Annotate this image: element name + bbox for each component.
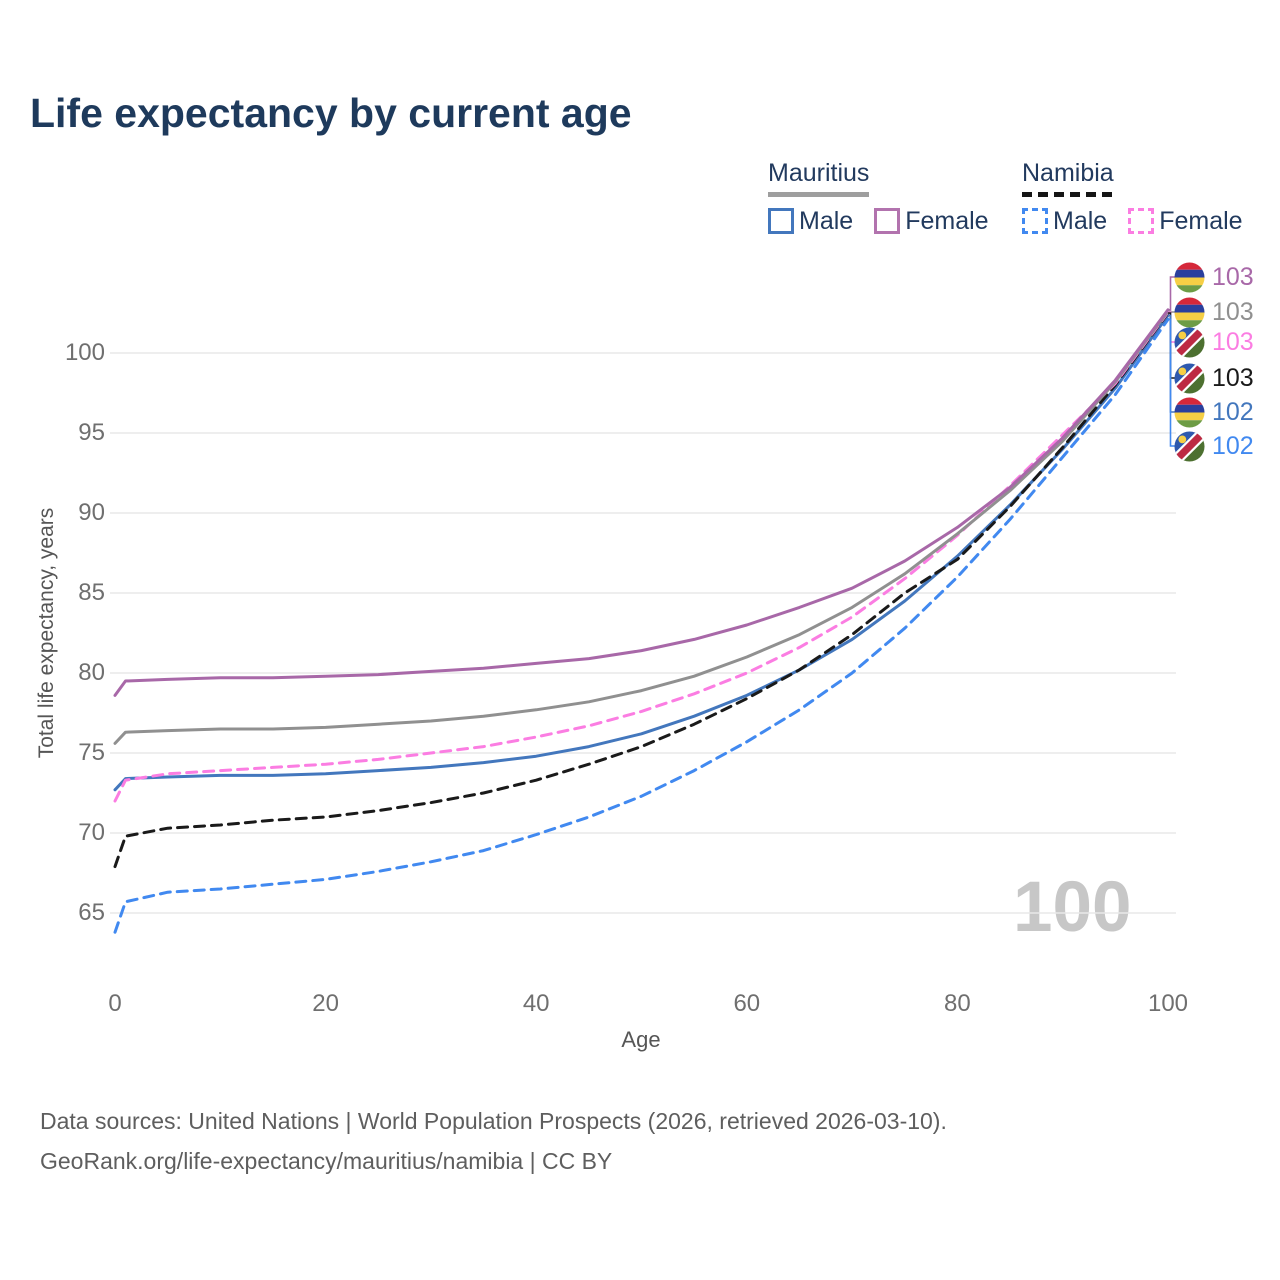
namibia-dashed-line-sample — [1022, 191, 1114, 197]
legend-item-mauritius-male[interactable]: Male — [768, 207, 853, 236]
x-tick-label: 60 — [733, 990, 761, 1017]
legend-item-namibia-male[interactable]: Male — [1022, 207, 1107, 236]
end-label-namibia-female: 103 — [1174, 326, 1254, 358]
legend-title-namibia[interactable]: Namibia — [1022, 159, 1114, 197]
series-line-mauritius-all[interactable] — [113, 309, 1170, 745]
legend-item-mauritius-female[interactable]: Female — [874, 206, 989, 236]
data-sources-text: Data sources: United Nations | World Pop… — [40, 1108, 947, 1134]
end-label-mauritius-all: 103 — [1174, 296, 1254, 328]
mauritius-solid-line-sample — [768, 191, 870, 197]
y-tick-label: 75 — [78, 739, 105, 766]
mauritius-flag-icon — [1174, 261, 1205, 293]
legend-item-label: Female — [1159, 206, 1243, 235]
y-tick-label: 65 — [78, 899, 105, 926]
end-label-mauritius-female: 103 — [1174, 261, 1254, 293]
end-label-value: 103 — [1212, 328, 1254, 356]
legend-group-namibia: Namibia Male Female — [1022, 159, 1243, 236]
legend-title-mauritius[interactable]: Mauritius — [768, 159, 870, 197]
namibia-male-swatch-icon — [1022, 208, 1048, 234]
namibia-flag-icon — [1174, 430, 1205, 462]
mauritius-male-swatch-icon — [768, 208, 794, 234]
mauritius-flag-icon — [1174, 296, 1205, 328]
namibia-female-swatch-icon — [1128, 208, 1155, 234]
page-title: Life expectancy by current age — [30, 90, 632, 136]
legend-group-mauritius: Mauritius Male Female — [768, 159, 989, 236]
leader-line-namibia-male — [1168, 318, 1176, 447]
y-axis-title: Total life expectancy, years — [35, 507, 58, 759]
hovered-age-watermark: 100 — [1013, 868, 1132, 947]
x-tick-label: 40 — [522, 990, 550, 1017]
series-line-namibia-all[interactable] — [113, 311, 1170, 869]
y-tick-label: 90 — [78, 499, 105, 526]
x-tick-label: 20 — [312, 990, 339, 1017]
legend-item-label: Male — [799, 206, 854, 235]
y-tick-label: 85 — [78, 579, 105, 606]
end-label-namibia-all: 103 — [1174, 362, 1254, 394]
y-tick-label: 70 — [78, 819, 105, 846]
source-url-text: GeoRank.org/life-expectancy/mauritius/na… — [40, 1148, 613, 1174]
end-label-value: 102 — [1212, 398, 1254, 426]
series-line-mauritius-female[interactable] — [113, 308, 1170, 697]
leader-line-mauritius-female — [1168, 276, 1176, 311]
legend-title-label: Namibia — [1022, 159, 1114, 187]
y-tick-label: 95 — [78, 419, 105, 446]
x-tick-label: 0 — [108, 990, 122, 1017]
series-line-mauritius-male[interactable] — [113, 313, 1170, 792]
end-label-value: 102 — [1212, 432, 1254, 460]
mauritius-flag-icon — [1174, 396, 1205, 428]
x-axis-title: Age — [621, 1027, 661, 1052]
x-tick-label: 80 — [944, 990, 971, 1017]
legend-item-namibia-female[interactable]: Female — [1128, 206, 1243, 236]
namibia-flag-icon — [1174, 326, 1205, 358]
series-line-namibia-male[interactable] — [113, 317, 1170, 934]
namibia-flag-icon — [1174, 362, 1205, 394]
y-tick-label: 80 — [78, 659, 105, 686]
end-label-mauritius-male: 102 — [1174, 396, 1254, 428]
legend-item-label: Female — [905, 206, 989, 235]
end-label-value: 103 — [1212, 298, 1254, 326]
y-tick-label: 100 — [64, 339, 105, 366]
x-tick-label: 100 — [1147, 990, 1189, 1017]
mauritius-female-swatch-icon — [874, 208, 901, 234]
end-label-value: 103 — [1212, 263, 1254, 291]
end-label-namibia-male: 102 — [1174, 430, 1254, 462]
end-label-value: 103 — [1212, 364, 1254, 392]
legend-title-label: Mauritius — [768, 159, 870, 187]
legend-item-label: Male — [1053, 206, 1108, 235]
